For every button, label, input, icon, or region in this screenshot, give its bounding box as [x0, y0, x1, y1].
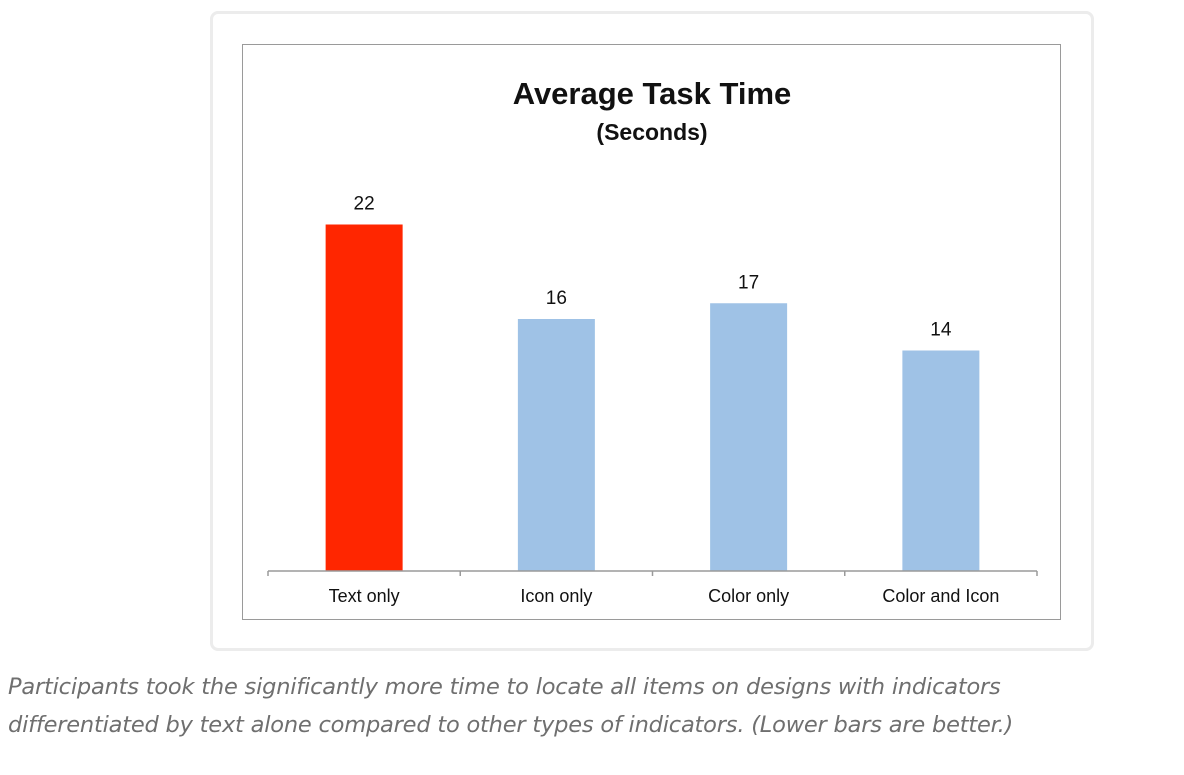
data-label-4: 14 — [930, 320, 952, 341]
bar-4 — [902, 350, 980, 571]
figure-caption: Participants took the significantly more… — [8, 668, 1178, 744]
caption-line-1: Participants took the significantly more… — [8, 674, 1001, 700]
chart-subtitle: (Seconds) — [596, 119, 707, 145]
x-tick-label-1: Text only — [329, 586, 400, 606]
data-label-1: 22 — [354, 194, 375, 215]
x-tick-label-3: Color only — [708, 586, 789, 606]
bars-layer: 22 16 17 14 — [325, 194, 980, 571]
x-tick-label-4: Color and Icon — [882, 586, 999, 606]
caption-line-2: differentiated by text alone compared to… — [8, 712, 1014, 738]
bar-1 — [325, 224, 403, 571]
chart-title: Average Task Time — [513, 76, 792, 111]
data-label-2: 16 — [546, 288, 567, 309]
x-tick-label-2: Icon only — [520, 586, 592, 606]
bar-2 — [517, 319, 595, 571]
x-axis: Text only Icon only Color only Color and Ic… — [267, 570, 1038, 606]
data-label-3: 17 — [738, 272, 759, 293]
bar-3 — [710, 303, 788, 571]
